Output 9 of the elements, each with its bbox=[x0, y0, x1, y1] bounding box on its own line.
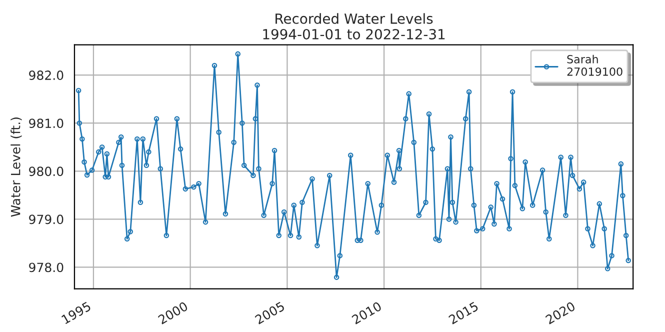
y-tick-label: 980.0 bbox=[29, 166, 64, 176]
y-tick-label: 978.0 bbox=[29, 262, 64, 272]
y-tick-label: 981.0 bbox=[29, 118, 64, 128]
y-tick-label: 979.0 bbox=[29, 214, 64, 224]
y-tick-label: 982.0 bbox=[29, 70, 64, 80]
y-axis-title: Water Level (ft.) bbox=[10, 118, 22, 217]
chart-title: Recorded Water Levels bbox=[276, 13, 433, 24]
legend-label: Sarah 27019100 bbox=[567, 54, 622, 76]
chart-subtitle: 1994-01-01 to 2022-12-31 bbox=[263, 28, 445, 40]
